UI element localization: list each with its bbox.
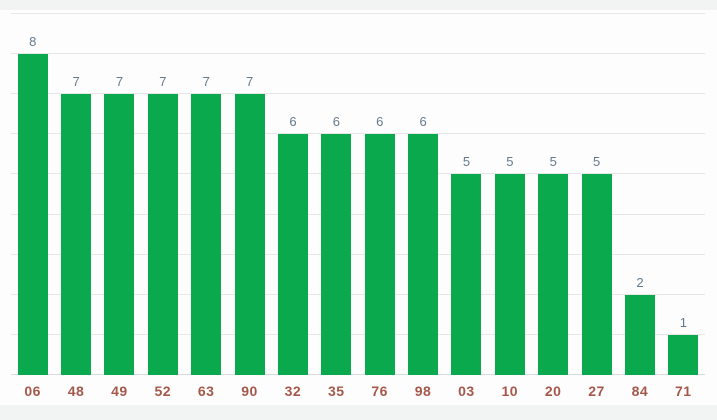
bar-value-label: 5 bbox=[506, 154, 514, 170]
x-axis-label: 76 bbox=[371, 383, 388, 399]
x-axis-label: 48 bbox=[67, 383, 85, 399]
x-axis-label: 49 bbox=[111, 383, 128, 399]
gridline bbox=[11, 333, 705, 335]
bar-value-label: 6 bbox=[419, 114, 427, 130]
gridline bbox=[11, 293, 705, 295]
bar[interactable] bbox=[104, 94, 135, 375]
bar-value-label: 7 bbox=[72, 74, 80, 90]
x-axis-label: 32 bbox=[284, 383, 302, 399]
bar-chart: 8 06 7 48 7 49 7 52 7 63 7 90 6 32 6 35 6 76 6 98 5 03 5 10 5 20 5… bbox=[0, 10, 717, 405]
gridline bbox=[11, 93, 705, 95]
gridline bbox=[11, 13, 705, 14]
bar-value-label: 1 bbox=[679, 314, 687, 330]
x-axis-label: 71 bbox=[675, 383, 692, 399]
bar-value-label: 7 bbox=[245, 74, 254, 90]
x-axis-label: 10 bbox=[501, 383, 519, 399]
bar-value-label: 6 bbox=[376, 114, 384, 130]
gridline bbox=[11, 53, 705, 55]
bar[interactable] bbox=[408, 134, 439, 375]
bar[interactable] bbox=[624, 294, 655, 375]
x-axis-label: 90 bbox=[241, 383, 258, 399]
x-axis-label: 52 bbox=[154, 383, 172, 399]
x-axis-label: 20 bbox=[544, 383, 562, 399]
bar-value-label: 5 bbox=[592, 154, 601, 170]
bar[interactable] bbox=[234, 94, 265, 375]
bar[interactable] bbox=[581, 174, 612, 375]
gridline bbox=[11, 133, 705, 135]
x-axis-label: 27 bbox=[588, 383, 605, 399]
gridline bbox=[11, 213, 705, 215]
x-axis-label: 03 bbox=[458, 383, 475, 399]
plot-area: 8 06 7 48 7 49 7 52 7 63 7 90 6 32 6 35 6 76 6 98 5 03 5 10 5 20 5… bbox=[11, 13, 705, 399]
bar-value-label: 7 bbox=[202, 74, 210, 90]
x-axis-label: 98 bbox=[414, 383, 432, 399]
bar[interactable] bbox=[321, 134, 352, 375]
bar[interactable] bbox=[191, 94, 222, 375]
bar-value-label: 2 bbox=[636, 274, 644, 290]
bar[interactable] bbox=[61, 94, 92, 375]
bar[interactable] bbox=[364, 134, 395, 375]
bar[interactable] bbox=[494, 174, 525, 375]
gridline bbox=[11, 253, 705, 255]
bar-value-label: 7 bbox=[115, 74, 124, 90]
bar-value-label: 6 bbox=[289, 114, 297, 130]
gridline bbox=[11, 173, 705, 175]
bar-value-label: 6 bbox=[332, 114, 340, 130]
x-axis-label: 63 bbox=[197, 383, 215, 399]
bar[interactable] bbox=[277, 134, 308, 375]
bar-value-label: 5 bbox=[549, 154, 557, 170]
bar-value-label: 5 bbox=[462, 154, 471, 170]
bar[interactable] bbox=[538, 174, 569, 375]
bar-value-label: 8 bbox=[29, 34, 37, 50]
bar[interactable] bbox=[17, 54, 48, 375]
axis-baseline bbox=[11, 374, 705, 375]
x-axis-label: 84 bbox=[631, 383, 649, 399]
bar[interactable] bbox=[147, 94, 178, 375]
bar-value-label: 7 bbox=[159, 74, 167, 90]
x-axis-label: 06 bbox=[24, 383, 41, 399]
x-axis-label: 35 bbox=[328, 383, 345, 399]
bar[interactable] bbox=[668, 334, 699, 375]
bar[interactable] bbox=[451, 174, 482, 375]
